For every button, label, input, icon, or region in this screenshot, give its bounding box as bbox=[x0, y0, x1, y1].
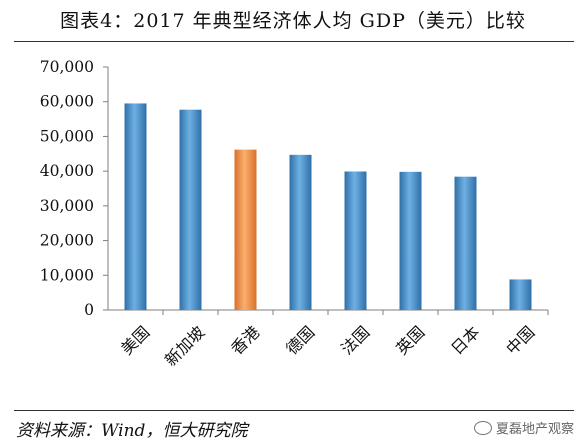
x-tick-label: 英国 bbox=[392, 322, 428, 358]
x-tick-label: 中国 bbox=[502, 322, 538, 358]
y-tick-label: 0 bbox=[84, 301, 94, 319]
x-tick-label: 德国 bbox=[282, 322, 318, 358]
watermark-label: 夏磊地产观察 bbox=[495, 422, 574, 437]
bottom-rule bbox=[14, 410, 574, 411]
bar-8 bbox=[509, 279, 532, 310]
chart-title: 图表4：2017 年典型经济体人均 GDP（美元）比较 bbox=[60, 10, 526, 32]
y-tick-label: 20,000 bbox=[40, 232, 94, 250]
y-tick-label: 40,000 bbox=[40, 162, 94, 180]
bar-1 bbox=[124, 103, 147, 310]
y-tick-label: 30,000 bbox=[40, 197, 94, 215]
bar-chart: 0 10,000 20,000 30,000 40,000 50,000 60,000 70,… bbox=[40, 58, 549, 370]
wechat-icon bbox=[473, 420, 492, 435]
x-tick-label: 日本 bbox=[447, 322, 483, 358]
bar-6 bbox=[399, 171, 422, 310]
x-tick-label: 法国 bbox=[337, 322, 373, 358]
bar-5 bbox=[344, 171, 367, 310]
top-rule bbox=[14, 41, 574, 42]
y-tick-label: 50,000 bbox=[40, 127, 94, 145]
x-tick-label: 美国 bbox=[117, 322, 153, 358]
watermark: 夏磊地产观察 bbox=[473, 418, 574, 437]
x-tick-label: 香港 bbox=[227, 322, 263, 358]
y-tick-label: 70,000 bbox=[40, 58, 94, 76]
x-tick-label: 新加坡 bbox=[161, 322, 208, 369]
bar-4 bbox=[289, 154, 312, 310]
y-tick-label: 10,000 bbox=[40, 266, 94, 284]
y-tick-label: 60,000 bbox=[40, 93, 94, 111]
bar-2 bbox=[179, 109, 202, 310]
bar-3 bbox=[234, 149, 257, 310]
source-note: 资料来源：Wind，恒大研究院 bbox=[16, 421, 248, 441]
bar-7 bbox=[454, 176, 477, 310]
